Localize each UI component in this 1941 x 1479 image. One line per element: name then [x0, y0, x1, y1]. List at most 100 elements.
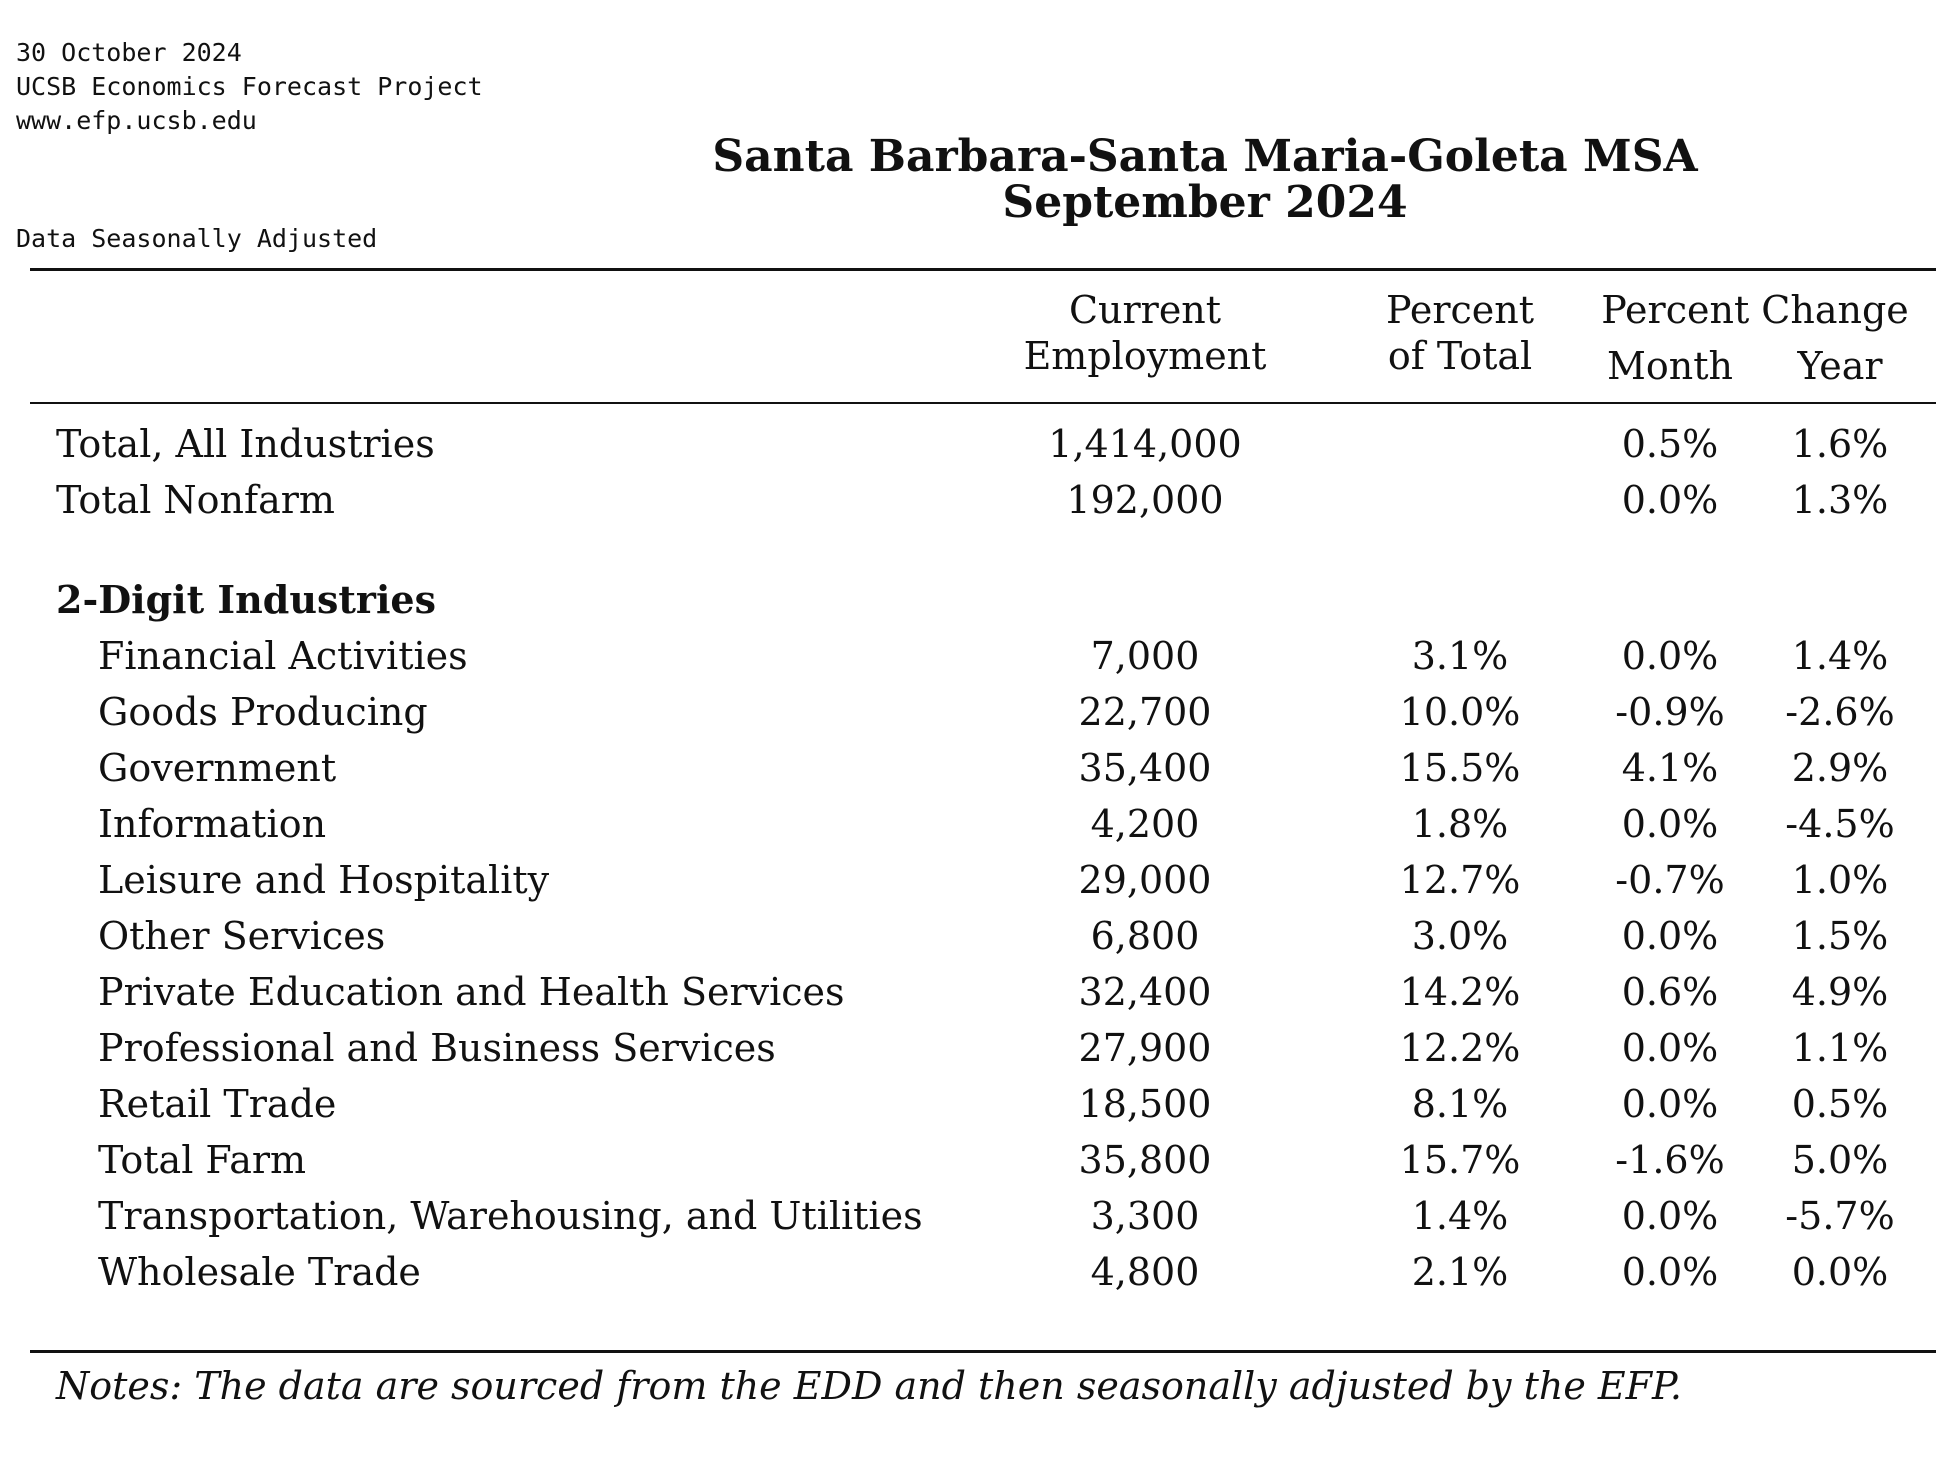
table-row: Professional and Business Services 27,900…: [0, 1020, 1941, 1076]
current-employment: 7,000: [1090, 634, 1200, 678]
table-row: Goods Producing 22,700 10.0% -0.9% -2.6%: [0, 684, 1941, 740]
top-rule: [30, 268, 1936, 271]
percent-change-year: -5.7%: [1785, 1194, 1895, 1238]
header-year: Year: [1797, 344, 1883, 388]
percent-of-total: 14.2%: [1399, 970, 1521, 1014]
percent-change-year: 1.4%: [1791, 634, 1889, 678]
table-row: Information 4,200 1.8% 0.0% -4.5%: [0, 796, 1941, 852]
current-employment: 1,414,000: [1048, 422, 1242, 466]
table-row: Private Education and Health Services 32,…: [0, 964, 1941, 1020]
percent-change-month: 0.6%: [1621, 970, 1719, 1014]
table-row: Total Farm 35,800 15.7% -1.6% 5.0%: [0, 1132, 1941, 1188]
percent-change-year: 1.6%: [1791, 422, 1889, 466]
row-label: Retail Trade: [98, 1082, 337, 1126]
row-label: Government: [98, 746, 337, 790]
percent-of-total: 15.5%: [1399, 746, 1521, 790]
percent-change-month: -0.7%: [1615, 858, 1725, 902]
current-employment: 3,300: [1090, 1194, 1200, 1238]
row-label: Goods Producing: [98, 690, 428, 734]
percent-change-month: 0.0%: [1621, 1194, 1719, 1238]
table-row: Other Services 6,800 3.0% 0.0% 1.5%: [0, 908, 1941, 964]
percent-change-year: 1.0%: [1791, 858, 1889, 902]
percent-change-month: 0.0%: [1621, 1082, 1719, 1126]
table-row: Wholesale Trade 4,800 2.1% 0.0% 0.0%: [0, 1244, 1941, 1300]
seasonal-adjustment-note: Data Seasonally Adjusted: [16, 224, 378, 253]
row-label: Private Education and Health Services: [98, 970, 845, 1014]
row-label: Total Nonfarm: [56, 478, 335, 522]
header-employment-line2: Employment: [1023, 334, 1267, 378]
current-employment: 192,000: [1066, 478, 1224, 522]
percent-change-month: -0.9%: [1615, 690, 1725, 734]
percent-change-month: 0.0%: [1621, 802, 1719, 846]
percent-change-month: 0.0%: [1621, 478, 1719, 522]
table-notes: Notes: The data are sourced from the EDD…: [56, 1364, 1682, 1408]
row-label: Financial Activities: [98, 634, 468, 678]
report-organization: UCSB Economics Forecast Project: [16, 72, 483, 101]
table-row: Total, All Industries 1,414,000 0.5% 1.6%: [0, 416, 1941, 472]
percent-change-year: 1.5%: [1791, 914, 1889, 958]
section-label: 2-Digit Industries: [56, 577, 436, 622]
percent-change-month: 0.0%: [1621, 1026, 1719, 1070]
header-employment-line1: Current: [1068, 288, 1222, 332]
percent-of-total: 3.0%: [1411, 914, 1509, 958]
table-row: Financial Activities 7,000 3.1% 0.0% 1.4%: [0, 628, 1941, 684]
header-month: Month: [1606, 344, 1733, 388]
current-employment: 35,400: [1078, 746, 1212, 790]
percent-change-month: 0.5%: [1621, 422, 1719, 466]
header-percent-line1: Percent: [1385, 288, 1535, 332]
current-employment: 18,500: [1078, 1082, 1212, 1126]
row-label: Leisure and Hospitality: [98, 858, 550, 902]
percent-of-total: 12.7%: [1399, 858, 1521, 902]
current-employment: 4,200: [1090, 802, 1200, 846]
table-row: Total Nonfarm 192,000 0.0% 1.3%: [0, 472, 1941, 528]
current-employment: 35,800: [1078, 1138, 1212, 1182]
current-employment: 27,900: [1078, 1026, 1212, 1070]
table-row: Government 35,400 15.5% 4.1% 2.9%: [0, 740, 1941, 796]
report-url: www.efp.ucsb.edu: [16, 106, 257, 135]
row-label: Total Farm: [98, 1138, 307, 1182]
title-period: September 2024: [1002, 177, 1408, 228]
percent-of-total: 1.8%: [1411, 802, 1509, 846]
percent-change-month: 0.0%: [1621, 634, 1719, 678]
percent-change-year: 4.9%: [1791, 970, 1889, 1014]
percent-of-total: 10.0%: [1399, 690, 1521, 734]
row-label: Wholesale Trade: [98, 1250, 421, 1294]
current-employment: 4,800: [1090, 1250, 1200, 1294]
percent-change-year: 1.1%: [1791, 1026, 1889, 1070]
row-label: Total, All Industries: [56, 422, 435, 466]
percent-of-total: 1.4%: [1411, 1194, 1509, 1238]
section-heading: 2-Digit Industries: [0, 572, 1941, 628]
percent-change-month: 0.0%: [1621, 914, 1719, 958]
percent-change-year: -2.6%: [1785, 690, 1895, 734]
percent-change-year: 2.9%: [1791, 746, 1889, 790]
title-region: Santa Barbara-Santa Maria-Goleta MSA: [712, 131, 1698, 182]
current-employment: 29,000: [1078, 858, 1212, 902]
percent-of-total: 2.1%: [1411, 1250, 1509, 1294]
percent-change-year: 0.0%: [1791, 1250, 1889, 1294]
row-label: Information: [98, 802, 327, 846]
percent-change-year: 1.3%: [1791, 478, 1889, 522]
row-label: Transportation, Warehousing, and Utiliti…: [98, 1194, 923, 1238]
header-percent-total: Percent of Total: [1350, 287, 1570, 379]
percent-of-total: 8.1%: [1411, 1082, 1509, 1126]
report-meta: 30 October 2024 UCSB Economics Forecast …: [16, 36, 483, 138]
bottom-rule: [30, 1350, 1936, 1353]
row-label: Other Services: [98, 914, 386, 958]
percent-change-month: 0.0%: [1621, 1250, 1719, 1294]
table-row: Retail Trade 18,500 8.1% 0.0% 0.5%: [0, 1076, 1941, 1132]
percent-of-total: 3.1%: [1411, 634, 1509, 678]
header-rule: [30, 402, 1936, 404]
current-employment: 22,700: [1078, 690, 1212, 734]
row-label: Professional and Business Services: [98, 1026, 776, 1070]
header-employment: Current Employment: [1000, 287, 1290, 379]
page-title: Santa Barbara-Santa Maria-Goleta MSA Sep…: [520, 134, 1890, 226]
percent-change-month: -1.6%: [1615, 1138, 1725, 1182]
header-percent-change: Percent Change: [1601, 288, 1909, 332]
current-employment: 32,400: [1078, 970, 1212, 1014]
percent-of-total: 15.7%: [1399, 1138, 1521, 1182]
current-employment: 6,800: [1090, 914, 1200, 958]
percent-change-year: -4.5%: [1785, 802, 1895, 846]
percent-of-total: 12.2%: [1399, 1026, 1521, 1070]
table-row: Leisure and Hospitality 29,000 12.7% -0.7% 1…: [0, 852, 1941, 908]
percent-change-year: 5.0%: [1791, 1138, 1889, 1182]
